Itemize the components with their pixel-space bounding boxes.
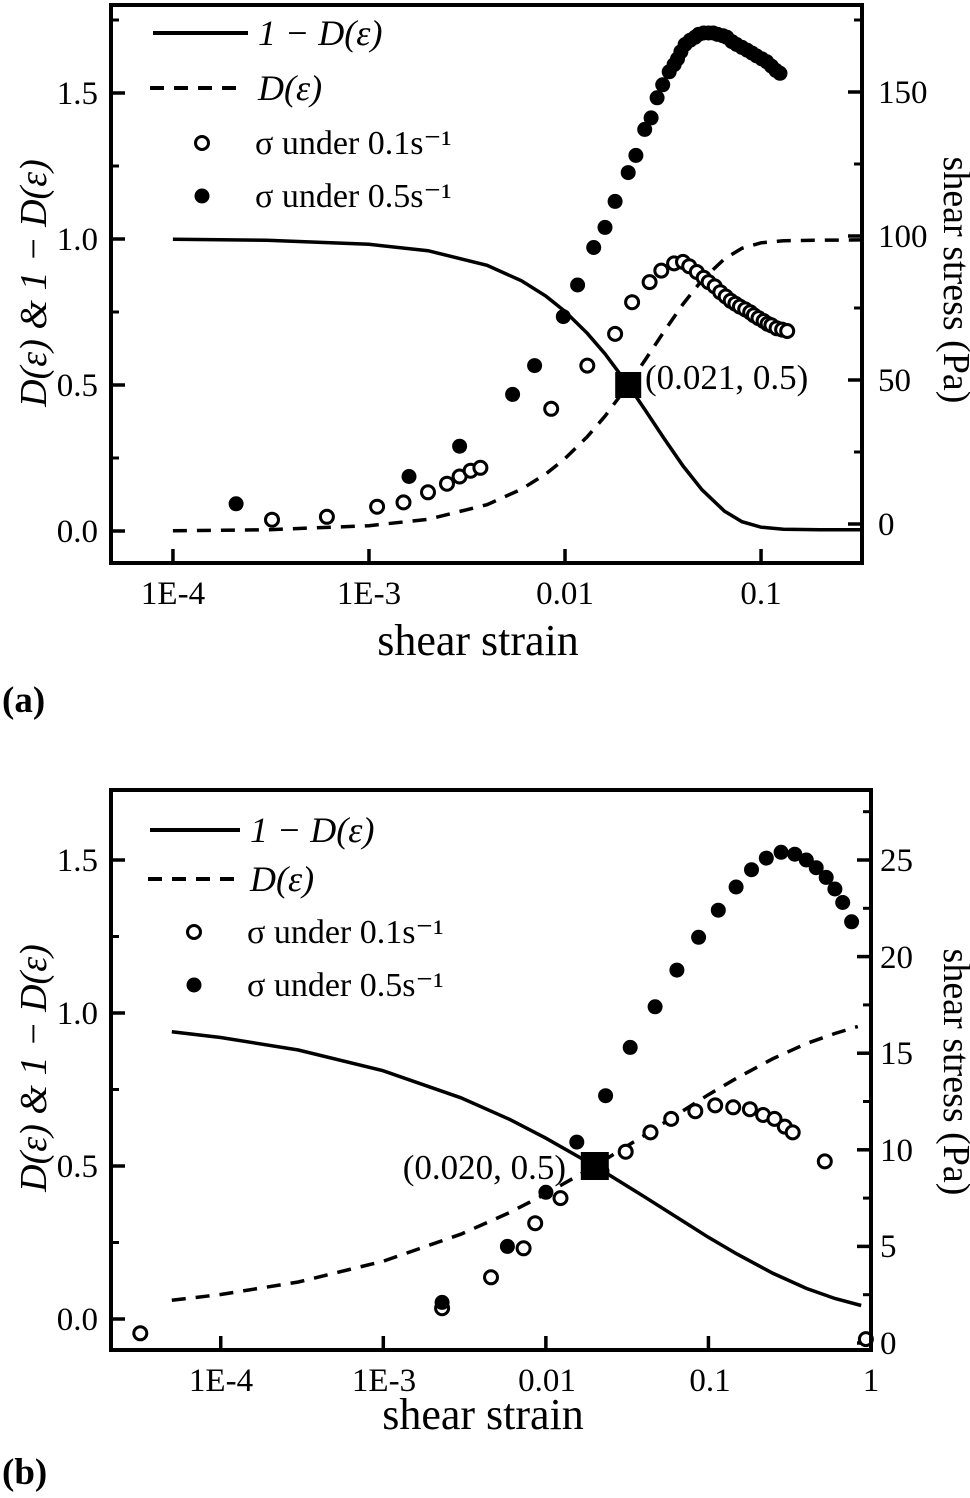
panel-b-right-axis-title: shear stress (Pa)	[935, 949, 970, 1196]
tick-label: 0.1	[740, 576, 781, 612]
tick-label: 150	[878, 75, 928, 111]
tick-label: 0.0	[57, 1302, 98, 1338]
panel-a-left-axis-title: D(ε) & 1 − D(ε)	[13, 159, 55, 408]
tick-label: 0	[880, 1326, 897, 1362]
panel-b-frame	[109, 788, 873, 1352]
tick-label: 0.01	[536, 576, 594, 612]
panel-a-right-axis-title: shear stress (Pa)	[935, 157, 970, 404]
legend-label-sigma-05: σ under 0.5s⁻¹	[247, 967, 444, 1004]
open-circle-legend-icon	[194, 135, 210, 151]
panel-b-letter: (b)	[2, 1452, 47, 1493]
filled-circle-legend-icon	[186, 977, 202, 993]
panel-b-legend: 1 − D(ε) D(ε) σ under 0.1s⁻¹ σ under 0.5…	[148, 810, 444, 1004]
legend-label-d: D(ε)	[257, 68, 322, 108]
tick-label: 0.01	[518, 1363, 576, 1399]
panel-a-x-axis-title: shear strain	[377, 616, 579, 665]
intersection-annotation: (0.020, 0.5)	[403, 1148, 566, 1187]
tick-label: 15	[880, 1036, 913, 1072]
tick-label: 50	[878, 363, 911, 399]
tick-label: 0.1	[689, 1363, 730, 1399]
open-circle-legend-icon	[186, 924, 202, 940]
panel-a-letter: (a)	[2, 680, 45, 721]
panel-b-dynamic-layer	[111, 810, 874, 1350]
panel-a-x-tick-labels: 1E-4 1E-3 0.01 0.1	[141, 576, 782, 612]
tick-label: 10	[880, 1133, 913, 1169]
panel-b-left-axis-title: D(ε) & 1 − D(ε)	[13, 944, 55, 1193]
panel-a-right-tick-labels: 0 50 100 150	[878, 75, 928, 543]
tick-label: 1.5	[57, 843, 98, 879]
panel-b-plot: 1 − D(ε) D(ε) σ under 0.1s⁻¹ σ under 0.5…	[2, 788, 970, 1493]
legend-label-sigma-05: σ under 0.5s⁻¹	[255, 178, 452, 215]
tick-label: 1E-4	[189, 1363, 253, 1399]
tick-label: 1	[863, 1363, 880, 1399]
tick-label: 1E-4	[141, 576, 205, 612]
panel-b-x-tick-labels: 1E-4 1E-3 0.01 0.1 1	[189, 1363, 879, 1399]
legend-label-sigma-01: σ under 0.1s⁻¹	[247, 914, 444, 951]
tick-label: 1.5	[57, 76, 98, 112]
legend-label-d: D(ε)	[249, 859, 314, 899]
filled-circle-legend-icon	[194, 188, 210, 204]
tick-label: 5	[880, 1229, 897, 1265]
panel-a-left-tick-labels: 0.0 0.5 1.0 1.5	[57, 76, 98, 550]
tick-label: 0.5	[57, 368, 98, 404]
tick-label: 100	[878, 219, 928, 255]
legend-label-sigma-01: σ under 0.1s⁻¹	[255, 125, 452, 162]
tick-label: 0.0	[57, 514, 98, 550]
tick-label: 25	[880, 843, 913, 879]
panel-a-legend: 1 − D(ε) D(ε) σ under 0.1s⁻¹ σ under 0.5…	[150, 13, 452, 215]
tick-label: 0.5	[57, 1149, 98, 1185]
tick-label: 1E-3	[337, 576, 401, 612]
tick-label: 1.0	[57, 996, 98, 1032]
panel-b-x-axis-title: shear strain	[382, 1390, 584, 1439]
tick-label: 1.0	[57, 222, 98, 258]
tick-label: 0	[878, 507, 895, 543]
tick-label: 1E-3	[352, 1363, 416, 1399]
intersection-annotation: (0.021, 0.5)	[645, 358, 808, 397]
legend-label-one-minus-d: 1 − D(ε)	[258, 13, 382, 53]
panel-b-right-tick-labels: 0 5 10 15 20 25	[880, 843, 913, 1362]
legend-label-one-minus-d: 1 − D(ε)	[250, 810, 374, 850]
panel-a-frame	[109, 3, 864, 565]
panel-a-plot: 1 − D(ε) D(ε) σ under 0.1s⁻¹ σ under 0.5…	[2, 3, 970, 721]
panel-b-left-tick-labels: 0.0 0.5 1.0 1.5	[57, 843, 98, 1338]
tick-label: 20	[880, 940, 913, 976]
panel-a-dynamic-layer	[111, 18, 862, 563]
